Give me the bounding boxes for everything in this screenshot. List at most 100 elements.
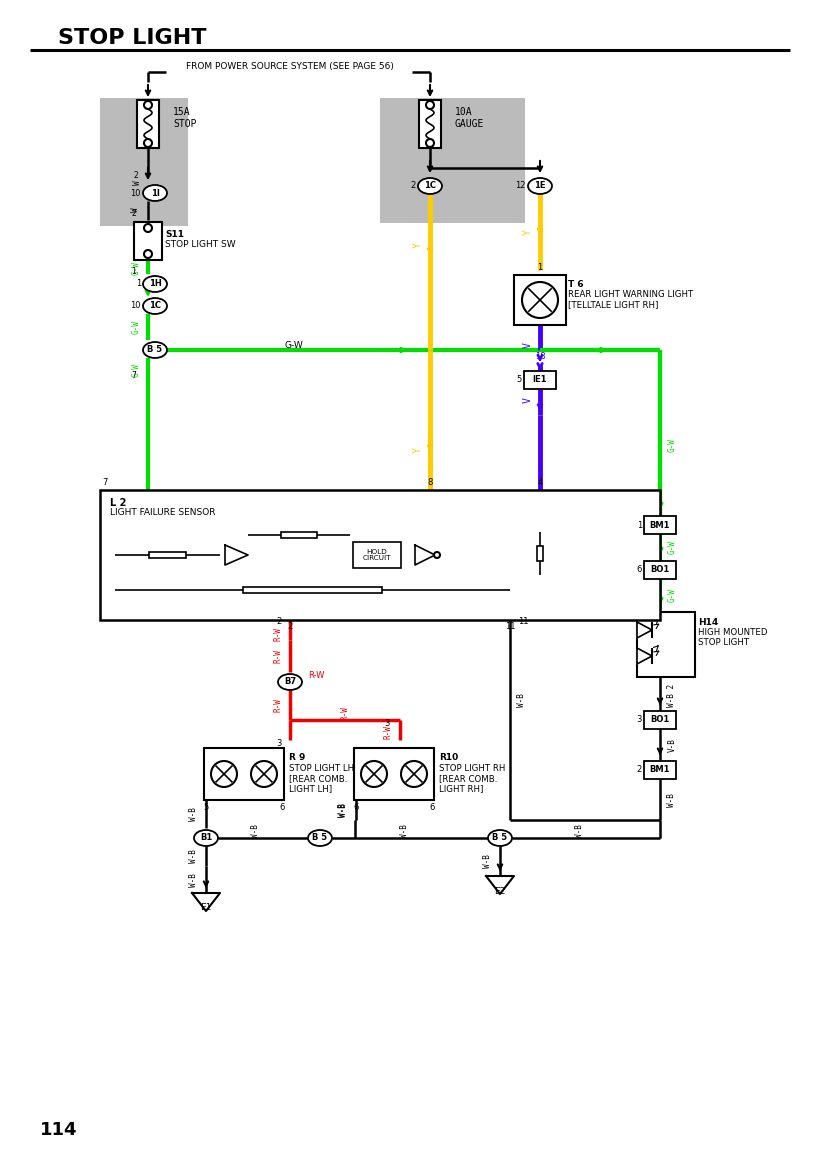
Text: 2: 2	[410, 182, 415, 190]
Text: 12: 12	[515, 182, 525, 190]
Ellipse shape	[278, 675, 301, 690]
Text: 10A
GAUGE: 10A GAUGE	[455, 107, 484, 129]
Text: BM1: BM1	[649, 765, 669, 774]
Text: 3: 3	[636, 715, 641, 724]
Text: R 9: R 9	[288, 753, 305, 761]
Text: FROM POWER SOURCE SYSTEM (SEE PAGE 56): FROM POWER SOURCE SYSTEM (SEE PAGE 56)	[186, 63, 393, 72]
Bar	[643, 710, 675, 729]
Text: R-W: R-W	[274, 627, 283, 641]
Text: V: V	[523, 398, 532, 403]
Text: W-B: W-B	[400, 824, 409, 838]
Ellipse shape	[143, 185, 167, 201]
Bar	[523, 371, 555, 389]
Polygon shape	[486, 876, 514, 894]
Text: LIGHT LH]: LIGHT LH]	[288, 783, 332, 793]
Circle shape	[210, 761, 237, 787]
Text: Y: Y	[413, 447, 423, 453]
Text: 6: 6	[353, 803, 358, 812]
Bar	[100, 490, 659, 620]
Text: 2: 2	[636, 765, 641, 774]
Text: [TELLTALE LIGHT RH]: [TELLTALE LIGHT RH]	[568, 300, 658, 309]
Bar	[352, 542, 400, 568]
Ellipse shape	[308, 830, 332, 846]
Polygon shape	[414, 545, 434, 564]
Text: E1: E1	[200, 904, 211, 912]
Bar	[643, 761, 675, 779]
Text: LIGHT RH]: LIGHT RH]	[438, 783, 482, 793]
Text: G-W: G-W	[131, 363, 140, 377]
Text: R10: R10	[438, 753, 458, 761]
Text: [REAR COMB.: [REAR COMB.	[438, 774, 497, 783]
Text: 1: 1	[136, 279, 141, 289]
Text: B 5: B 5	[147, 345, 162, 355]
Bar	[137, 100, 159, 148]
Bar	[636, 612, 695, 677]
Text: BM1: BM1	[649, 520, 669, 530]
Text: STOP LIGHT SW: STOP LIGHT SW	[165, 240, 235, 249]
Text: W-B: W-B	[483, 854, 492, 868]
Text: G-W: G-W	[667, 588, 676, 602]
Polygon shape	[224, 545, 247, 564]
Text: 5: 5	[516, 376, 522, 385]
Text: R-W: R-W	[274, 649, 283, 663]
Text: G-W: G-W	[131, 261, 140, 275]
Bar	[514, 275, 565, 325]
Text: B 5: B 5	[312, 833, 327, 843]
Text: 4: 4	[536, 478, 542, 487]
Text: 1C: 1C	[423, 182, 436, 190]
Text: BO1: BO1	[649, 566, 669, 575]
Text: W-B: W-B	[339, 803, 348, 817]
Bar	[281, 532, 316, 538]
Text: 114: 114	[40, 1121, 78, 1139]
Text: W: W	[133, 181, 143, 185]
Bar	[243, 586, 381, 593]
Polygon shape	[636, 622, 651, 637]
Text: V: V	[523, 342, 532, 348]
Circle shape	[144, 250, 152, 258]
Text: 6: 6	[429, 803, 434, 812]
Text: R-W: R-W	[340, 706, 349, 720]
Bar	[100, 99, 188, 226]
Ellipse shape	[487, 830, 511, 846]
Circle shape	[144, 139, 152, 147]
Text: HIGH MOUNTED: HIGH MOUNTED	[697, 628, 767, 637]
Text: W-B: W-B	[250, 824, 259, 838]
Text: 2: 2	[133, 170, 138, 180]
Circle shape	[144, 101, 152, 109]
Text: IE1: IE1	[532, 376, 546, 385]
Polygon shape	[192, 892, 219, 911]
Ellipse shape	[194, 830, 218, 846]
Text: B7: B7	[283, 678, 296, 686]
Circle shape	[522, 282, 557, 318]
Text: T 6: T 6	[568, 280, 583, 289]
Text: BO1: BO1	[649, 715, 669, 724]
Text: 18: 18	[534, 352, 545, 360]
Text: 6: 6	[279, 803, 284, 812]
Text: REAR LIGHT WARNING LIGHT: REAR LIGHT WARNING LIGHT	[568, 290, 692, 299]
Text: G-W: G-W	[131, 320, 140, 334]
Bar	[354, 748, 433, 800]
Text: 6: 6	[636, 566, 641, 575]
Text: [REAR COMB.: [REAR COMB.	[288, 774, 347, 783]
Text: STOP LIGHT: STOP LIGHT	[697, 637, 749, 647]
Text: W-B: W-B	[189, 807, 198, 821]
Text: S11: S11	[165, 229, 183, 239]
Circle shape	[251, 761, 277, 787]
Text: STOP LIGHT LH: STOP LIGHT LH	[288, 764, 354, 773]
Bar	[133, 223, 162, 260]
Text: HOLD
CIRCUIT: HOLD CIRCUIT	[362, 548, 391, 561]
Text: R-W: R-W	[308, 671, 324, 679]
Ellipse shape	[143, 298, 167, 314]
Text: 11: 11	[505, 622, 514, 630]
Bar	[149, 552, 186, 557]
Text: H14: H14	[697, 618, 717, 627]
Text: W-B: W-B	[667, 793, 676, 807]
Text: 1H: 1H	[148, 279, 161, 289]
Text: G-W: G-W	[667, 438, 676, 452]
Text: E2: E2	[494, 887, 505, 896]
Text: V-B: V-B	[667, 738, 676, 752]
Circle shape	[400, 761, 427, 787]
Circle shape	[360, 761, 387, 787]
Text: 1E: 1E	[534, 182, 545, 190]
Text: 15A
STOP: 15A STOP	[173, 107, 197, 129]
